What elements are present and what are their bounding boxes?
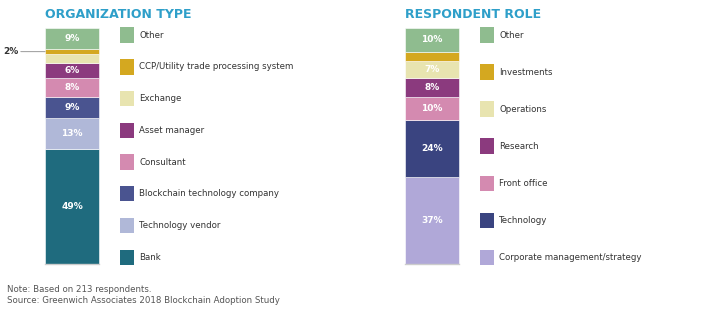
Bar (120, 154, 134, 170)
Text: 9%: 9% (64, 34, 80, 43)
Bar (480, 212, 494, 228)
Bar (480, 64, 494, 80)
Bar (480, 249, 494, 265)
Bar (480, 101, 494, 117)
Bar (120, 186, 134, 202)
Bar (45, 49, 99, 54)
Text: Exchange: Exchange (139, 94, 181, 103)
Bar (45, 28, 99, 49)
Text: Bank: Bank (139, 253, 161, 262)
Bar (45, 54, 99, 63)
Text: Note: Based on 213 respondents.
Source: Greenwich Associates 2018 Blockchain Ado: Note: Based on 213 respondents. Source: … (7, 285, 280, 305)
Bar (480, 138, 494, 154)
Bar (405, 78, 459, 96)
Bar (120, 91, 134, 106)
Text: 8%: 8% (65, 83, 80, 91)
Text: 37%: 37% (421, 216, 443, 225)
Bar (120, 218, 134, 233)
Text: Technology vendor: Technology vendor (139, 221, 220, 230)
Text: 7%: 7% (424, 65, 440, 74)
Bar (45, 149, 99, 264)
Text: Front office: Front office (499, 179, 548, 188)
Text: Asset manager: Asset manager (139, 126, 204, 135)
Text: CCP/Utility trade processing system: CCP/Utility trade processing system (139, 62, 294, 71)
Text: Other: Other (139, 30, 163, 39)
Text: RESPONDENT ROLE: RESPONDENT ROLE (405, 8, 541, 21)
Bar (120, 27, 134, 43)
Bar (45, 96, 99, 118)
Text: 13%: 13% (61, 129, 83, 138)
Text: ORGANIZATION TYPE: ORGANIZATION TYPE (45, 8, 192, 21)
Bar (45, 63, 99, 78)
Bar (405, 177, 459, 264)
Text: Operations: Operations (499, 104, 546, 114)
Text: 49%: 49% (61, 202, 83, 211)
Text: Research: Research (499, 142, 539, 151)
Text: 6%: 6% (65, 66, 80, 75)
Bar (120, 123, 134, 138)
Text: Corporate management/strategy: Corporate management/strategy (499, 253, 642, 262)
Bar (45, 78, 99, 96)
Text: 10%: 10% (421, 35, 443, 44)
Bar (120, 249, 134, 265)
Bar (405, 120, 459, 177)
Text: 2%: 2% (3, 47, 45, 56)
Text: Other: Other (499, 30, 523, 39)
Text: Blockchain technology company: Blockchain technology company (139, 189, 279, 198)
Text: Technology: Technology (499, 216, 547, 225)
Bar (405, 28, 459, 52)
Bar (405, 52, 459, 61)
Text: 24%: 24% (421, 144, 443, 153)
Bar (120, 59, 134, 75)
Text: Consultant: Consultant (139, 158, 186, 166)
Bar (405, 61, 459, 78)
Bar (480, 175, 494, 191)
Bar (480, 27, 494, 43)
Bar (45, 118, 99, 149)
Bar (405, 96, 459, 120)
Text: 9%: 9% (64, 103, 80, 112)
Text: 8%: 8% (425, 83, 440, 91)
Text: Investments: Investments (499, 67, 553, 77)
Text: 10%: 10% (421, 104, 443, 113)
